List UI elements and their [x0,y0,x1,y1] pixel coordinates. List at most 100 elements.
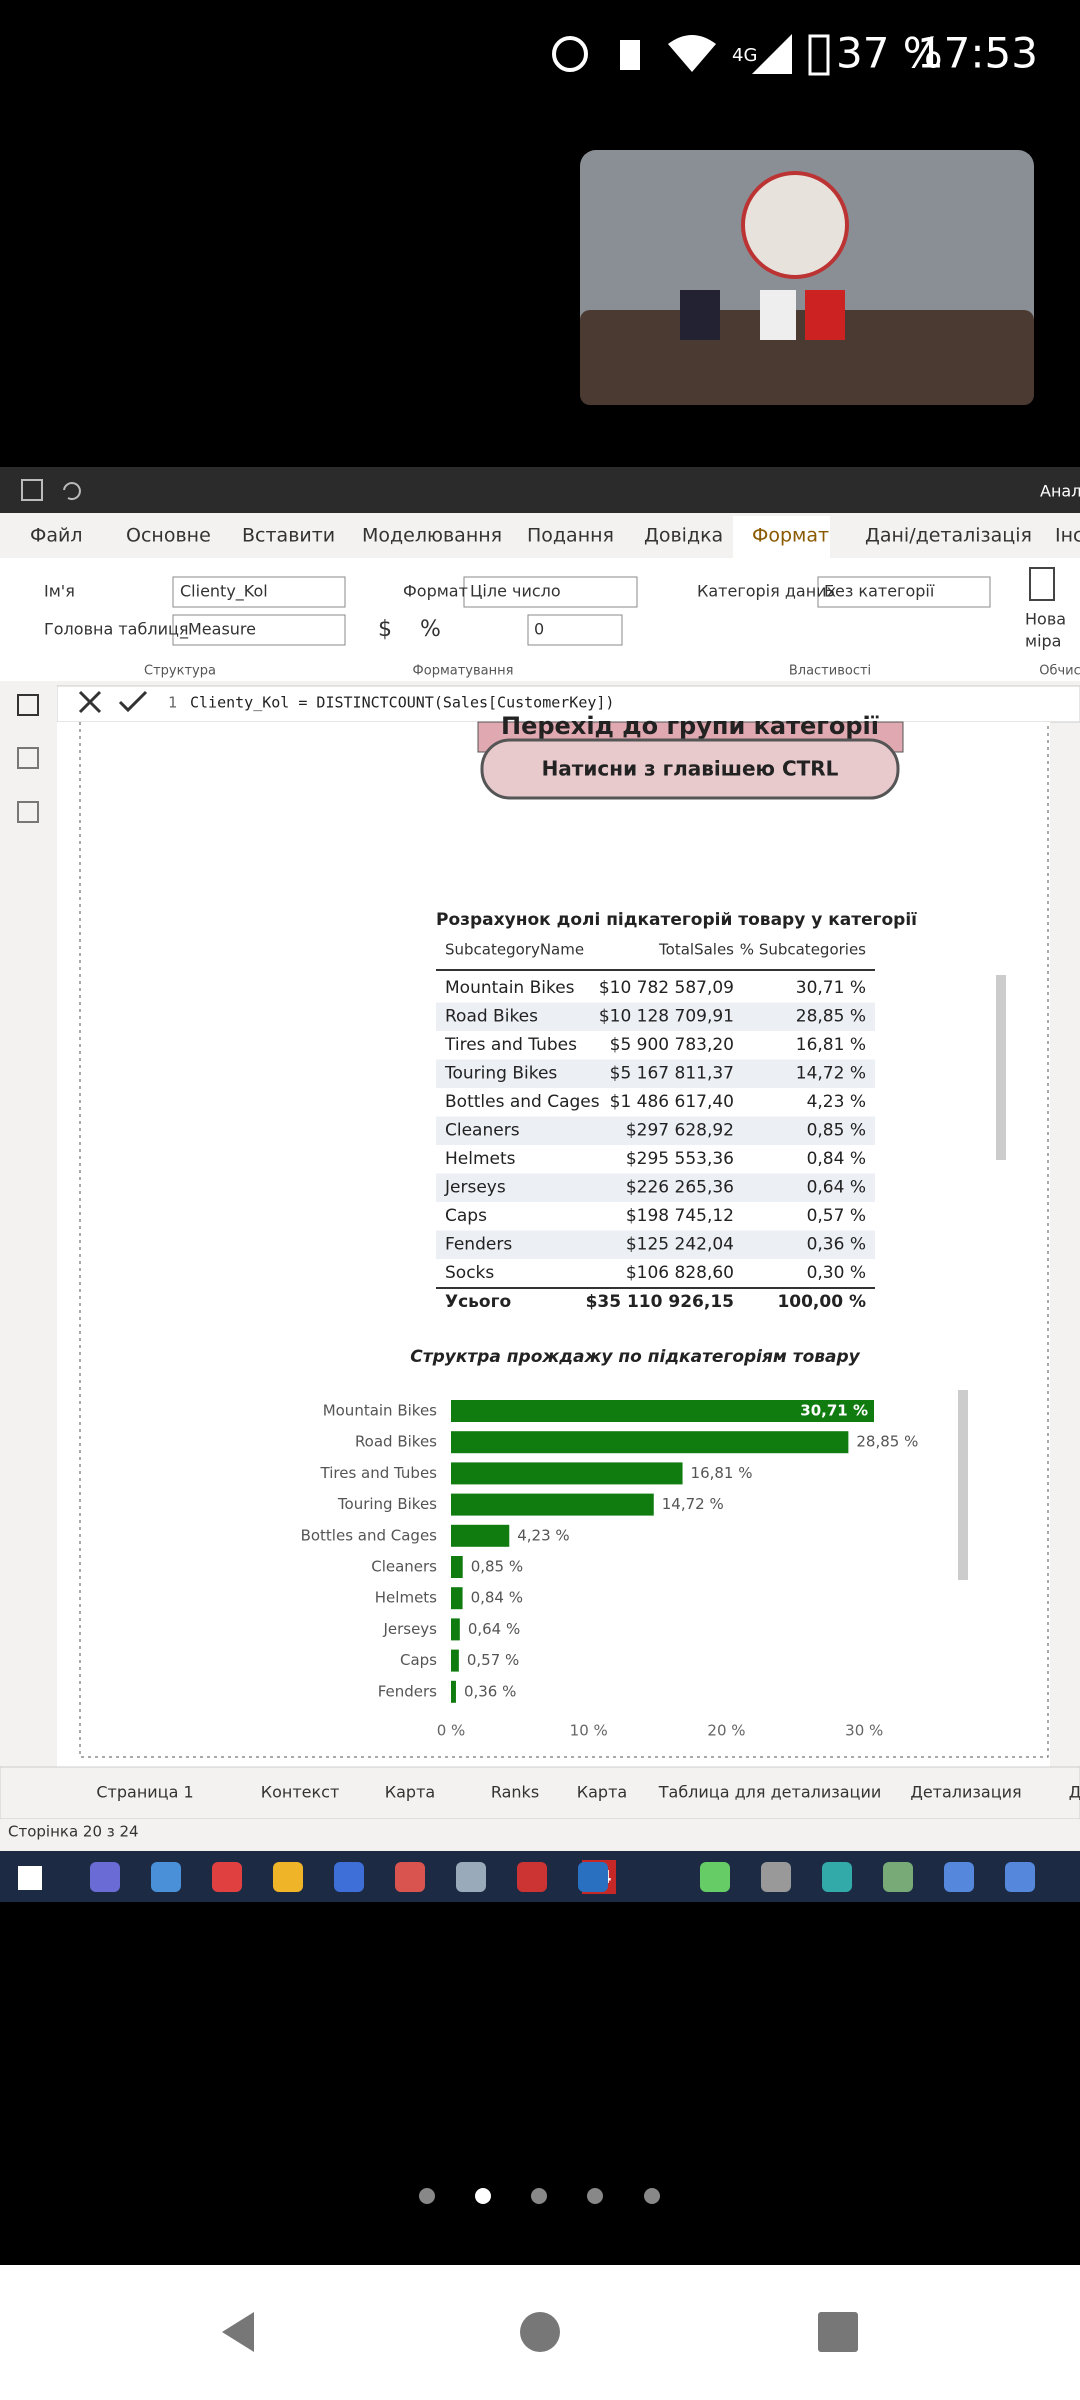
percent-button[interactable]: % [420,617,441,642]
page-tab[interactable]: Контекст [261,1783,340,1802]
menu-tab[interactable]: Моделювання [362,525,502,547]
video-person [680,290,720,340]
page-tab[interactable]: Таблица для детализации [658,1783,882,1802]
column-header: % Subcategories [740,941,866,959]
taskbar-icon[interactable] [456,1862,486,1892]
home-button[interactable] [520,2312,560,2352]
input-value: Ціле число [470,582,561,601]
page-tab[interactable]: Карта [385,1783,435,1802]
taskbar-icon[interactable] [822,1862,852,1892]
format-dropdown[interactable] [463,576,638,608]
home-table-dropdown[interactable] [172,614,346,646]
bar [451,1400,875,1422]
taskbar-icon[interactable] [334,1862,364,1892]
table-cell: 28,85 % [796,1007,866,1027]
data-label: 0,36 % [464,1682,516,1700]
taskbar-icon[interactable] [395,1862,425,1892]
taskbar-icon[interactable] [151,1862,181,1892]
table-scrollbar[interactable] [996,975,1006,1160]
back-button[interactable] [222,2312,254,2352]
page-dot[interactable] [644,2188,660,2204]
status-bar [0,1819,1080,1851]
table-cell: 0,57 % [807,1206,866,1226]
button-text[interactable]: Натисни з главішею CTRL [542,757,839,781]
table-cell: 0,36 % [807,1235,866,1255]
chart-title: Структра прождажу по підкатегоріям товар… [410,1347,860,1367]
video-person [805,290,845,340]
taskbar-icon[interactable] [273,1862,303,1892]
taskbar-icon[interactable] [700,1862,730,1892]
calculator-icon[interactable] [1029,567,1055,601]
report-view-icon[interactable] [17,694,39,716]
currency-button[interactable]: $ [378,617,392,642]
page-dot-active[interactable] [475,2188,491,2204]
y-tick-label: Road Bikes [355,1433,437,1451]
formula-text: Clienty_Kol = DISTINCTCOUNT(Sales[Custom… [190,694,614,712]
model-view-icon[interactable] [17,801,39,823]
taskbar-icon[interactable] [944,1862,974,1892]
category-dropdown[interactable] [817,576,991,608]
table-cell: Caps [445,1206,487,1226]
taskbar-icon[interactable] [90,1862,120,1892]
data-label: 0,85 % [471,1558,523,1576]
cancel-icon[interactable] [78,690,102,714]
y-tick-label: Helmets [375,1589,437,1607]
save-icon[interactable] [21,479,43,501]
time: 17:53 [917,29,1038,78]
banner-text: Перехід до групи категорії [501,712,879,740]
start-button[interactable] [18,1866,42,1890]
column-header: TotalSales [658,941,734,959]
menu-tab[interactable]: Формат [752,525,829,547]
page-tab[interactable]: Карта [577,1783,627,1802]
page-tab[interactable]: Д [1069,1783,1080,1802]
menu-tab[interactable]: Інс [1055,525,1080,547]
bar [451,1524,510,1547]
table-cell: Touring Bikes [444,1064,557,1084]
button-label[interactable]: Нова [1025,610,1066,629]
undo-icon[interactable] [63,482,81,501]
taskbar-icon[interactable] [212,1862,242,1892]
taskbar-icon[interactable] [1005,1862,1035,1892]
page-dot[interactable] [531,2188,547,2204]
taskbar-icon[interactable] [761,1862,791,1892]
row-band [436,1002,875,1031]
page-dot[interactable] [587,2188,603,2204]
menu-tab[interactable]: Подання [527,525,614,547]
page-tab[interactable]: Детализация [910,1783,1021,1802]
menu-tab[interactable]: Дані/деталізація [865,525,1032,547]
data-label: 30,71 % [800,1402,868,1420]
label: Головна таблиця [44,620,188,639]
bar [451,1462,683,1485]
data-label: 14,72 % [662,1495,724,1513]
menu-tab[interactable]: Вставити [242,525,335,547]
data-label: 0,84 % [471,1589,523,1607]
recents-button[interactable] [818,2312,858,2352]
name-input[interactable] [172,576,346,608]
table-cell: Jerseys [444,1178,506,1198]
group-label: Обчис [1039,664,1080,679]
menu-tab[interactable]: Файл [30,525,83,547]
menu-tab[interactable]: Основне [126,525,211,547]
formula-bar[interactable] [56,685,1080,723]
page-tab[interactable]: Страница 1 [96,1783,193,1802]
taskbar-icon[interactable] [517,1862,547,1892]
taskbar-icon[interactable] [883,1862,913,1892]
chart-scrollbar[interactable] [958,1390,968,1580]
alarm-icon [552,36,588,72]
bar [451,1680,456,1703]
data-view-icon[interactable] [17,747,39,769]
group-label: Форматування [413,664,514,679]
ctrl-button[interactable] [480,738,900,800]
page-dot[interactable] [419,2188,435,2204]
table-cell: $10 128 709,91 [599,1007,734,1027]
menu-tab[interactable]: Довідка [644,525,723,547]
button-label[interactable]: міра [1025,632,1061,651]
table-cell: $10 782 587,09 [599,978,734,998]
taskbar-icon[interactable] [578,1862,608,1892]
page-tab[interactable]: Ranks [491,1783,539,1802]
decimals-input[interactable] [527,614,623,646]
y-tick-label: Cleaners [371,1558,437,1576]
page-border [79,722,1049,1758]
commit-icon[interactable] [118,690,148,713]
